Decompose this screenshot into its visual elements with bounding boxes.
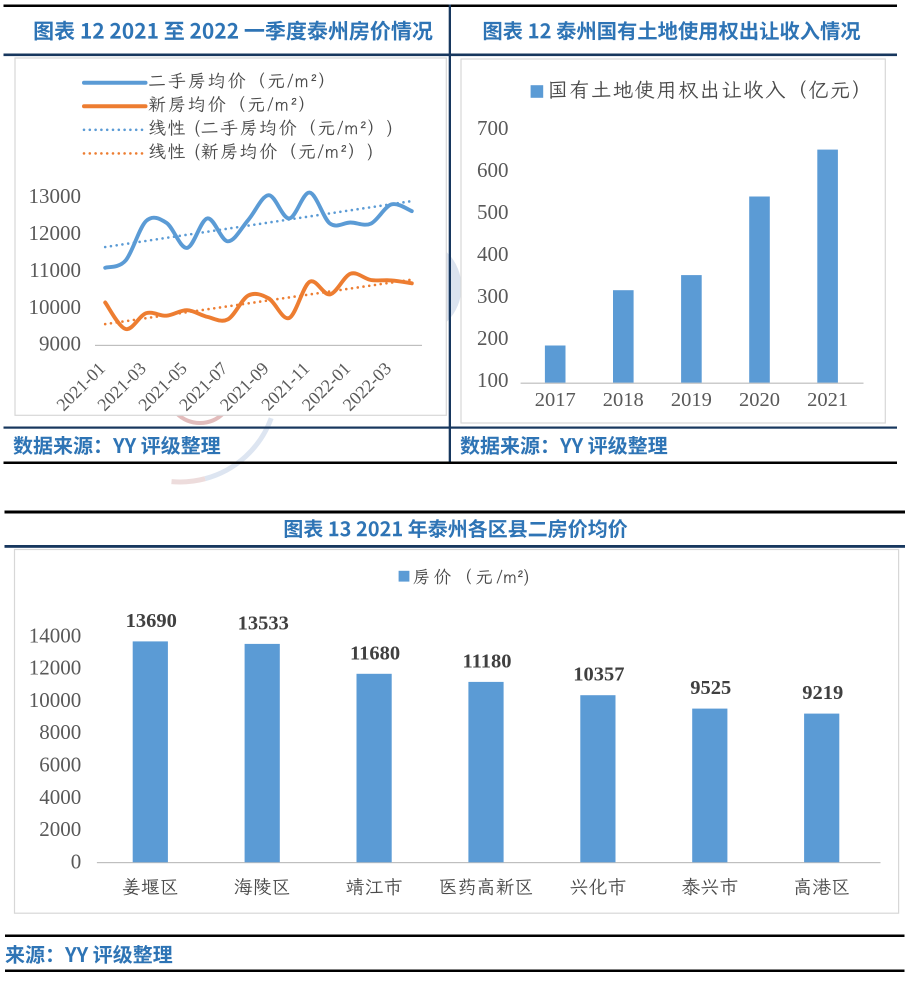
svg-text:13533: 13533 [238, 612, 289, 634]
svg-text:8000: 8000 [39, 720, 81, 744]
svg-text:13690: 13690 [126, 610, 177, 632]
svg-text:9000: 9000 [39, 332, 81, 356]
svg-text:500: 500 [477, 200, 509, 224]
svg-text:400: 400 [477, 242, 509, 266]
svg-text:2018: 2018 [603, 389, 644, 411]
svg-text:600: 600 [477, 158, 509, 182]
svg-text:0: 0 [71, 849, 82, 873]
svg-text:2019: 2019 [671, 389, 712, 411]
svg-text:10357: 10357 [573, 664, 624, 686]
svg-text:2017: 2017 [535, 389, 576, 411]
svg-text:200: 200 [477, 326, 509, 350]
svg-text:12000: 12000 [29, 221, 82, 245]
svg-text:13000: 13000 [29, 184, 82, 208]
svg-text:10000: 10000 [29, 295, 82, 319]
svg-text:2020: 2020 [739, 389, 780, 411]
svg-text:4000: 4000 [39, 785, 81, 809]
svg-text:2000: 2000 [39, 817, 81, 841]
svg-text:100: 100 [477, 368, 509, 392]
svg-text:12000: 12000 [29, 656, 82, 680]
svg-text:11680: 11680 [350, 642, 400, 664]
svg-text:700: 700 [477, 116, 509, 140]
svg-text:300: 300 [477, 284, 509, 308]
svg-text:2021: 2021 [807, 389, 848, 411]
svg-text:11000: 11000 [29, 258, 81, 282]
svg-text:6000: 6000 [39, 753, 81, 777]
svg-text:9219: 9219 [802, 682, 843, 704]
svg-text:14000: 14000 [29, 623, 82, 647]
svg-text:10000: 10000 [29, 688, 82, 712]
svg-text:11180: 11180 [463, 650, 512, 672]
svg-text:9525: 9525 [690, 677, 731, 699]
